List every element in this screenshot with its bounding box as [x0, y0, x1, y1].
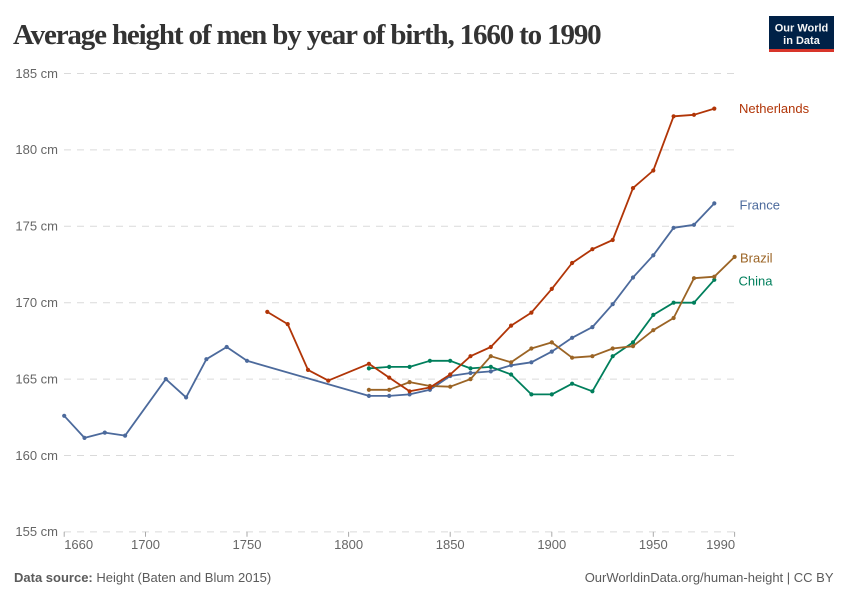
svg-text:Average height of men by year: Average height of men by year of birth, …	[13, 19, 601, 51]
svg-text:France: France	[740, 198, 780, 213]
svg-text:185 cm: 185 cm	[15, 66, 58, 81]
svg-text:1660: 1660	[64, 537, 93, 552]
svg-text:1850: 1850	[436, 537, 465, 552]
svg-text:160 cm: 160 cm	[15, 448, 58, 463]
svg-text:1990: 1990	[706, 537, 735, 552]
svg-text:165 cm: 165 cm	[15, 371, 58, 386]
svg-text:1950: 1950	[639, 537, 668, 552]
svg-text:1700: 1700	[131, 537, 160, 552]
svg-text:1900: 1900	[537, 537, 566, 552]
svg-text:Brazil: Brazil	[740, 251, 773, 266]
svg-text:170 cm: 170 cm	[15, 295, 58, 310]
svg-text:175 cm: 175 cm	[15, 219, 58, 234]
svg-text:180 cm: 180 cm	[15, 142, 58, 157]
svg-text:China: China	[739, 274, 774, 289]
svg-text:OurWorldinData.org/human-heigh: OurWorldinData.org/human-height | CC BY	[585, 570, 834, 585]
svg-text:1800: 1800	[334, 537, 363, 552]
svg-text:in Data: in Data	[783, 35, 821, 47]
svg-text:Netherlands: Netherlands	[739, 101, 810, 116]
svg-text:Our World: Our World	[775, 23, 829, 35]
svg-text:1750: 1750	[233, 537, 262, 552]
svg-text:155 cm: 155 cm	[15, 524, 58, 539]
svg-text:Data source: Height (Baten and: Data source: Height (Baten and Blum 2015…	[14, 570, 271, 585]
